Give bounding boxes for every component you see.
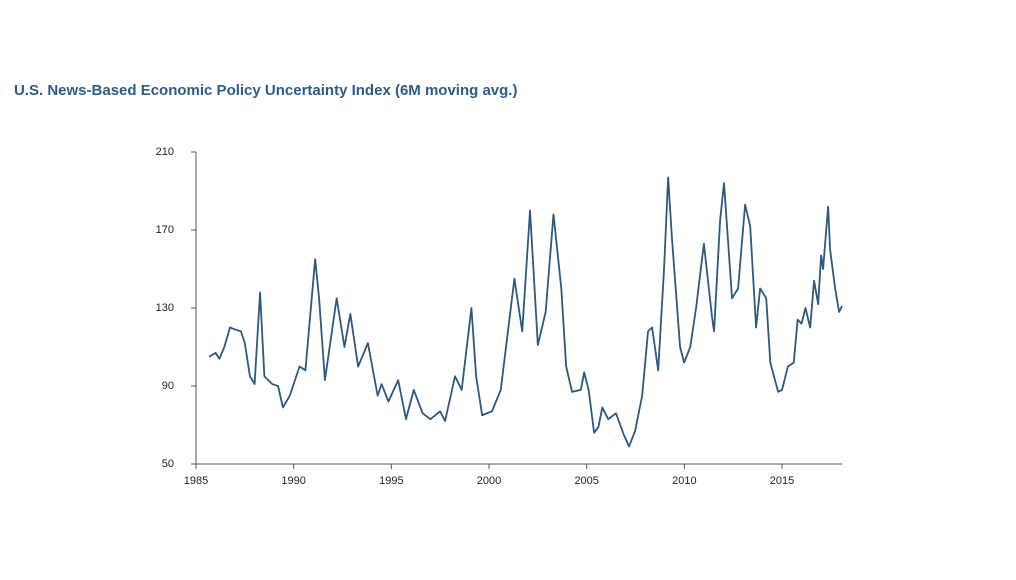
chart-title: U.S. News-Based Economic Policy Uncertai… xyxy=(14,82,517,99)
x-tick-label: 2005 xyxy=(574,475,598,487)
x-tick-label: 1985 xyxy=(184,475,208,487)
x-tick-label: 2015 xyxy=(770,475,794,487)
y-tick-label: 170 xyxy=(156,224,174,236)
x-tick-label: 1995 xyxy=(379,475,403,487)
y-tick-label: 210 xyxy=(156,146,174,158)
x-tick-label: 1990 xyxy=(281,475,305,487)
x-tick-label: 2000 xyxy=(477,475,501,487)
data-line xyxy=(208,176,843,448)
y-tick-label: 50 xyxy=(162,458,174,470)
y-tick-label: 90 xyxy=(162,380,174,392)
y-tick-label: 130 xyxy=(156,302,174,314)
x-tick-label: 2010 xyxy=(672,475,696,487)
